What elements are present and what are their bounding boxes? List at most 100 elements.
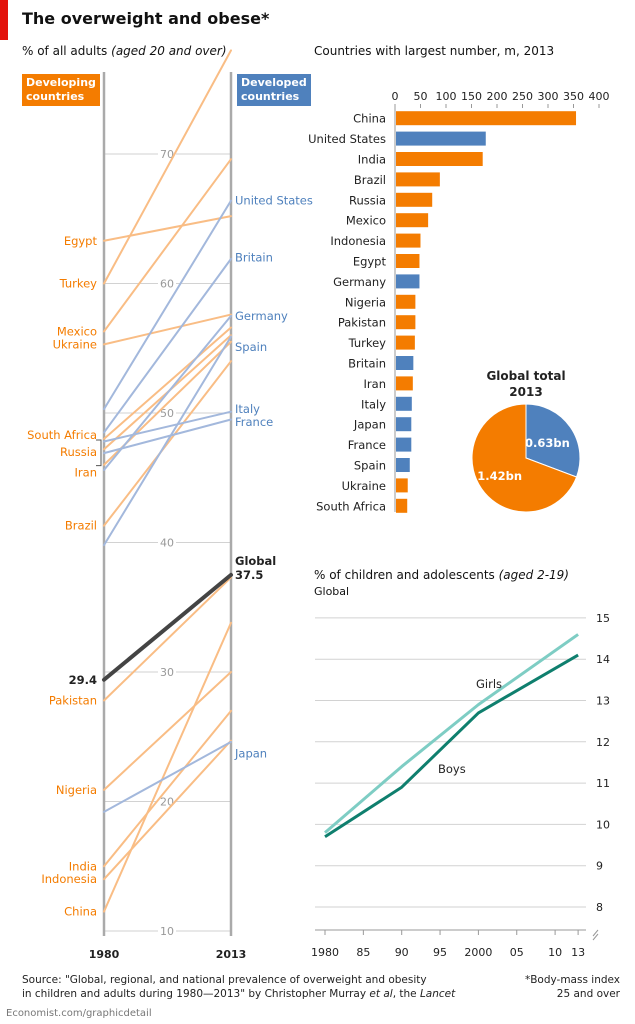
bmi-footnote-line1: *Body-mass index (524, 974, 620, 986)
children-subtitle-note: (aged 2-19) (498, 568, 569, 582)
pie-title-line1: Global total (486, 369, 565, 383)
adults-right-label-france: France (235, 415, 273, 429)
bar-pakistan (396, 315, 416, 330)
bars-label-italy: Italy (361, 397, 386, 411)
adults-tick-bg-70 (158, 148, 176, 160)
adults-line-nigeria (103, 671, 232, 791)
adults-tick-bg-10 (158, 925, 176, 937)
children-xtick-2010: 10 (548, 946, 562, 959)
adults-global-label: Global (235, 554, 276, 568)
adults-line-ukraine (103, 313, 232, 346)
adults-line-global (102, 572, 233, 682)
adults-left-label-turkey: Turkey (59, 277, 98, 291)
bar-indonesia (396, 233, 421, 248)
pie-label-developed: 0.63bn (525, 436, 570, 450)
bar-iran (396, 376, 413, 391)
bar-nigeria (396, 294, 416, 309)
adults-xlabel-2013: 2013 (216, 948, 247, 961)
bars-label-egypt: Egypt (353, 255, 387, 269)
adults-line-brazil (103, 360, 232, 527)
bars-xtick-400: 400 (589, 90, 610, 103)
children-xtick-2013: 13 (571, 946, 585, 959)
source-line-2b: , the (392, 988, 420, 1000)
adults-line-indonesia (103, 739, 232, 881)
bar-united-states (396, 131, 486, 146)
children-xtick-2005: 05 (510, 946, 524, 959)
adults-tick-40: 40 (160, 537, 174, 550)
adults-xlabel-1980: 1980 (89, 948, 120, 961)
children-xtick-1995: 95 (433, 946, 447, 959)
bars-label-china: China (353, 112, 386, 126)
source-line-2a: in children and adults during 1980—2013"… (22, 988, 370, 1000)
adults-tick-60: 60 (160, 278, 174, 291)
adults-right-label-germany: Germany (235, 309, 288, 323)
adults-subtitle-note: (aged 20 and over) (111, 44, 227, 58)
adults-subtitle-text: % of all adults (22, 44, 108, 58)
children-line-boys (324, 653, 579, 839)
adults-line-germany (103, 314, 232, 471)
adults-line-egypt (103, 215, 232, 242)
children-ytick-12: 12 (596, 736, 610, 749)
bars-subtitle: Countries with largest number, m, 2013 (314, 44, 555, 58)
bars-label-spain: Spain (354, 459, 386, 473)
source-lancet: Lancet (419, 988, 456, 1000)
adults-line-mexico (103, 158, 232, 333)
adults-tick-30: 30 (160, 666, 174, 679)
bar-russia (396, 192, 433, 207)
adults-left-label-iran: Iran (75, 466, 97, 480)
bars-xtick-350: 350 (563, 90, 584, 103)
adults-right-label-united-states: United States (235, 194, 313, 208)
adults-right-label-spain: Spain (235, 340, 267, 354)
adults-left-label-russia: Russia (60, 445, 97, 459)
children-xtick-2000: 2000 (464, 946, 492, 959)
bars-label-mexico: Mexico (346, 214, 386, 228)
children-xtick-1980: 1980 (311, 946, 339, 959)
adults-left-label-egypt: Egypt (64, 234, 98, 248)
page-title: The overweight and obese* (22, 9, 270, 28)
bar-turkey (396, 335, 415, 350)
bar-spain (396, 458, 410, 472)
adults-right-label-japan: Japan (234, 747, 267, 761)
bars-label-iran: Iran (364, 377, 386, 391)
adults-bracket (96, 439, 102, 467)
source-line-2: in children and adults during 1980—2013"… (22, 987, 462, 1001)
children-ytick-13: 13 (596, 695, 610, 708)
bars-label-nigeria: Nigeria (345, 295, 386, 309)
adults-tick-70: 70 (160, 148, 174, 161)
bar-mexico (396, 213, 429, 228)
adults-left-label-china: China (64, 905, 97, 919)
adults-tick-50: 50 (160, 407, 174, 420)
bar-south-africa (396, 498, 408, 513)
bars-label-united-states: United States (308, 132, 386, 146)
adults-line-pakistan (103, 576, 232, 702)
bars-label-britain: Britain (348, 357, 386, 371)
source-etal: et al (369, 988, 393, 1000)
bars-label-ukraine: Ukraine (342, 479, 386, 493)
bars-label-germany: Germany (333, 275, 386, 289)
adults-tick-bg-30 (158, 666, 176, 678)
adults-left-label-ukraine: Ukraine (53, 337, 97, 351)
adults-left-label-nigeria: Nigeria (56, 783, 97, 797)
source-url: Economist.com/graphicdetail (6, 1008, 152, 1019)
bars-label-japan: Japan (353, 418, 386, 432)
economist-red-tab (0, 0, 8, 40)
adults-line-italy (103, 410, 232, 443)
bars-xtick-200: 200 (487, 90, 508, 103)
bar-china (396, 111, 577, 126)
bars-xtick-50: 50 (414, 90, 428, 103)
children-label-boys: Boys (438, 762, 466, 776)
children-axis-break (592, 929, 599, 941)
adults-left-label-brazil: Brazil (65, 519, 97, 533)
pie-label-developing: 1.42bn (477, 469, 522, 483)
bars-label-india: India (358, 153, 386, 167)
adults-left-label-mexico: Mexico (57, 324, 97, 338)
bar-britain (396, 356, 414, 370)
badge-developing: Developing countries (22, 74, 100, 106)
source-line-1: Source: "Global, regional, and national … (22, 974, 427, 986)
adults-left-label-india: India (69, 859, 97, 873)
bar-italy (396, 396, 412, 411)
children-label-girls: Girls (476, 677, 502, 691)
bars-label-france: France (348, 438, 386, 452)
